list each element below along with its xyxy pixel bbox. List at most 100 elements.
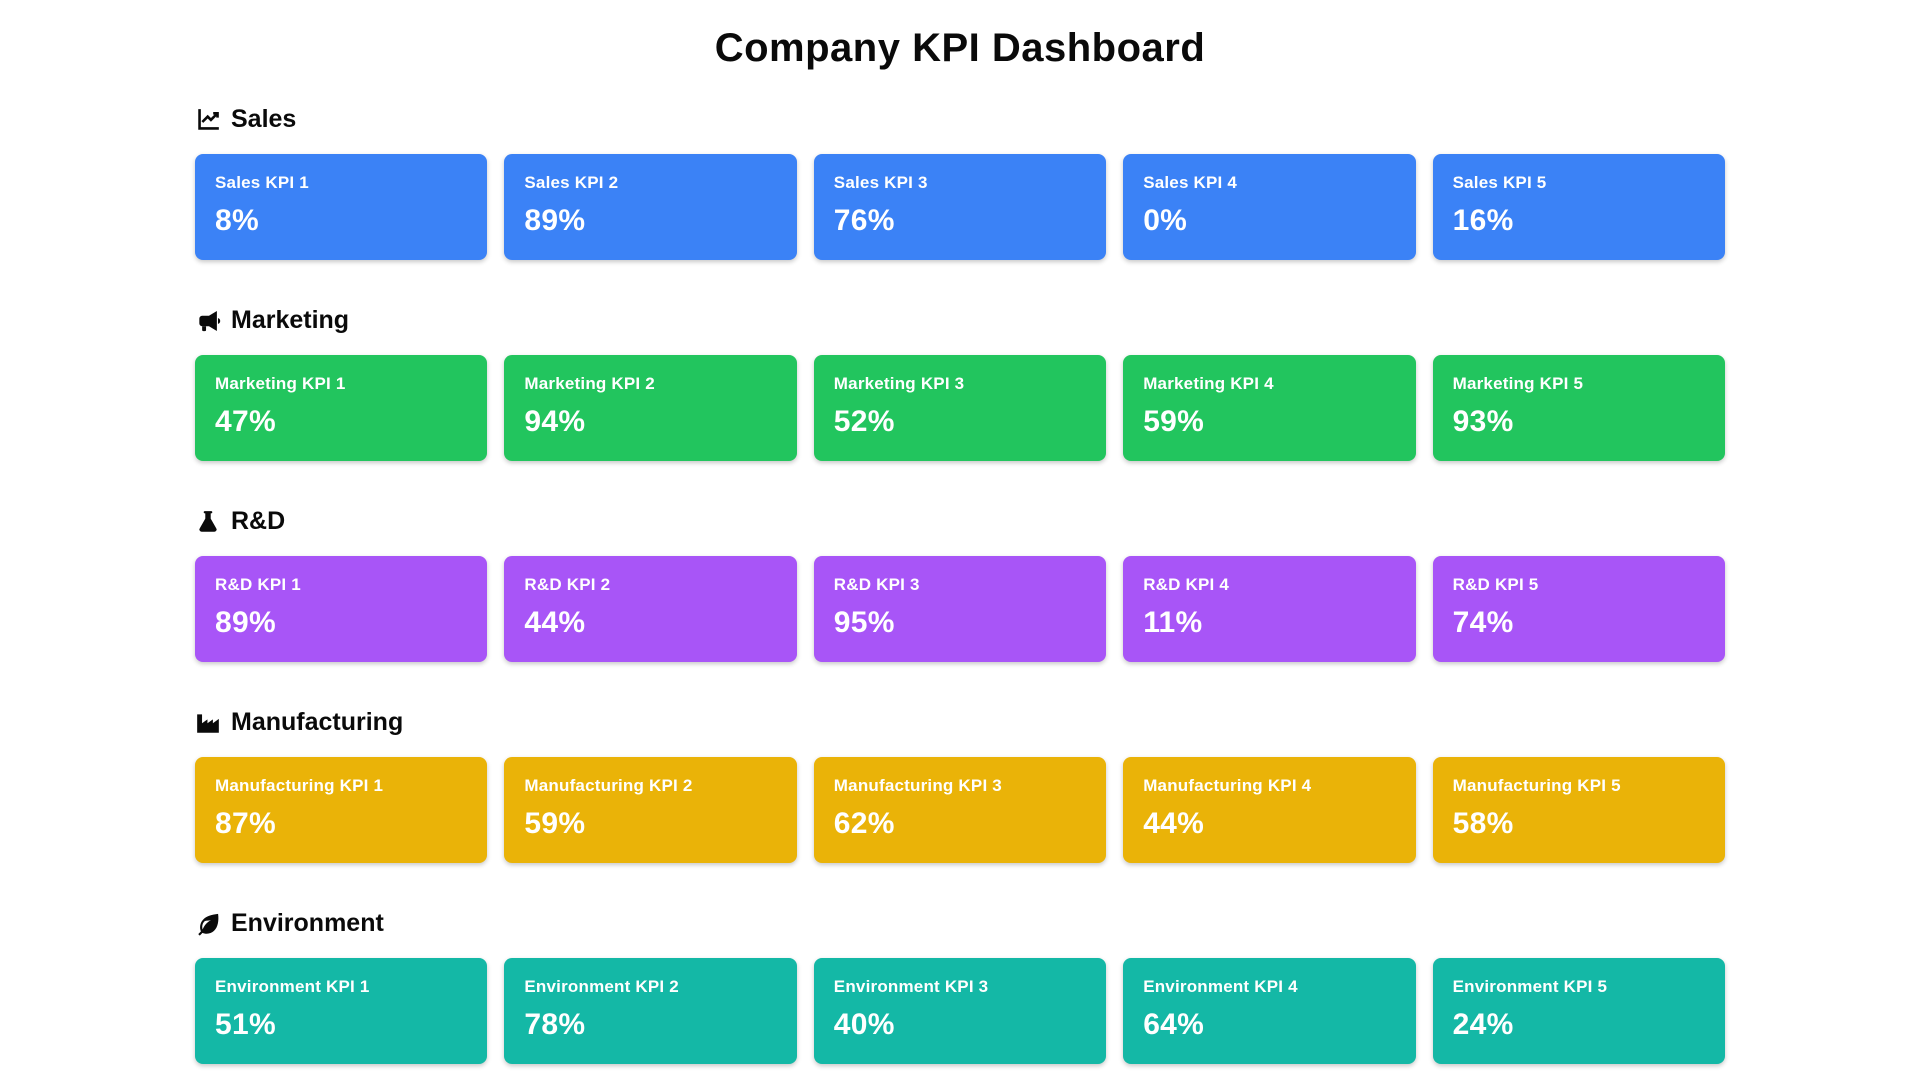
factory-icon — [195, 710, 221, 736]
kpi-card-label: Manufacturing KPI 3 — [833, 776, 1002, 795]
section-header: Manufacturing — [195, 708, 1725, 737]
kpi-card-label: Environment KPI 1 — [215, 977, 370, 996]
kpi-card-label: R&D KPI 4 — [1143, 575, 1230, 594]
megaphone-icon — [195, 308, 221, 334]
kpi-card-label: Environment KPI 2 — [524, 977, 679, 996]
kpi-card-value: 64% — [1143, 1008, 1205, 1041]
kpi-card: Manufacturing KPI 3 62% — [813, 757, 1107, 863]
kpi-card: R&D KPI 3 95% — [813, 556, 1107, 662]
kpi-card-value: 47% — [215, 405, 276, 438]
section-title: Environment — [231, 909, 384, 937]
kpi-card-value: 74% — [1452, 606, 1514, 639]
kpi-card-value: 87% — [215, 807, 276, 840]
kpi-card: Manufacturing KPI 2 59% — [504, 757, 797, 863]
kpi-grid: Manufacturing KPI 1 87% Manufacturing KP… — [195, 757, 1725, 863]
kpi-card: Marketing KPI 3 52% — [813, 355, 1107, 461]
page-title: Company KPI Dashboard — [714, 26, 1206, 70]
kpi-card-label: R&D KPI 2 — [524, 575, 611, 594]
kpi-card-label: Sales KPI 2 — [524, 173, 619, 192]
kpi-card: Environment KPI 5 24% — [1432, 958, 1725, 1064]
kpi-card-label: R&D KPI 3 — [833, 575, 920, 594]
kpi-card-value: 40% — [833, 1008, 895, 1041]
kpi-card: Sales KPI 2 89% — [504, 154, 797, 260]
kpi-card-label: Manufacturing KPI 2 — [524, 776, 693, 795]
kpi-card-value: 51% — [215, 1008, 276, 1041]
flask-icon — [195, 509, 221, 535]
kpi-card-value: 95% — [833, 606, 895, 639]
section-title: Marketing — [231, 306, 350, 334]
kpi-card-label: Manufacturing KPI 5 — [1452, 776, 1621, 795]
kpi-card: R&D KPI 5 74% — [1432, 556, 1725, 662]
kpi-card-value: 0% — [1143, 204, 1188, 237]
kpi-card-value: 59% — [1143, 405, 1205, 438]
kpi-grid: Sales KPI 1 8% Sales KPI 2 89% Sales KPI… — [195, 154, 1725, 260]
kpi-card: Environment KPI 2 78% — [504, 958, 797, 1064]
kpi-card-value: 59% — [524, 807, 586, 840]
section-header: R&D — [195, 507, 1725, 536]
kpi-card-value: 76% — [833, 204, 895, 237]
kpi-card-label: Sales KPI 4 — [1143, 173, 1238, 192]
kpi-card-value: 44% — [524, 606, 586, 639]
kpi-card-value: 94% — [524, 405, 586, 438]
kpi-card-value: 89% — [524, 204, 586, 237]
kpi-card-label: Sales KPI 5 — [1452, 173, 1547, 192]
kpi-card: Manufacturing KPI 5 58% — [1432, 757, 1725, 863]
kpi-card: Manufacturing KPI 4 44% — [1123, 757, 1416, 863]
kpi-card: R&D KPI 2 44% — [504, 556, 797, 662]
sections-list: Sales Sales KPI 1 8% Sales KPI 2 89% Sal… — [195, 105, 1725, 1064]
kpi-card-label: Sales KPI 3 — [833, 173, 928, 192]
leaf-icon — [195, 911, 221, 937]
kpi-card-label: Manufacturing KPI 1 — [215, 776, 384, 795]
kpi-section: Manufacturing Manufacturing KPI 1 87% Ma… — [195, 708, 1725, 863]
kpi-card-value: 16% — [1452, 204, 1514, 237]
kpi-grid: Marketing KPI 1 47% Marketing KPI 2 94% … — [195, 355, 1725, 461]
kpi-card-label: R&D KPI 1 — [215, 575, 301, 594]
kpi-card: Marketing KPI 4 59% — [1123, 355, 1416, 461]
kpi-section: Marketing Marketing KPI 1 47% Marketing … — [195, 306, 1725, 461]
kpi-card: Sales KPI 3 76% — [813, 154, 1107, 260]
kpi-card-label: Marketing KPI 1 — [215, 374, 346, 393]
section-title: Manufacturing — [231, 708, 404, 736]
kpi-card-value: 8% — [215, 204, 259, 237]
kpi-card-label: Marketing KPI 4 — [1143, 374, 1274, 393]
kpi-card-label: Sales KPI 1 — [215, 173, 309, 192]
kpi-card-label: Environment KPI 3 — [833, 977, 989, 996]
kpi-card-value: 93% — [1452, 405, 1514, 438]
kpi-card-label: Manufacturing KPI 4 — [1143, 776, 1312, 795]
kpi-card: R&D KPI 4 11% — [1123, 556, 1416, 662]
kpi-grid: Environment KPI 1 51% Environment KPI 2 … — [195, 958, 1725, 1064]
kpi-card: Sales KPI 5 16% — [1432, 154, 1725, 260]
kpi-card-value: 89% — [215, 606, 276, 639]
kpi-card: Environment KPI 4 64% — [1123, 958, 1416, 1064]
kpi-card-value: 24% — [1452, 1008, 1514, 1041]
kpi-card: Marketing KPI 5 93% — [1432, 355, 1725, 461]
kpi-card: Marketing KPI 1 47% — [195, 355, 488, 461]
kpi-card-label: Marketing KPI 3 — [833, 374, 965, 393]
kpi-card: R&D KPI 1 89% — [195, 556, 488, 662]
kpi-card-label: R&D KPI 5 — [1452, 575, 1539, 594]
kpi-section: R&D R&D KPI 1 89% R&D KPI 2 44% R&D KPI … — [195, 507, 1725, 662]
kpi-card: Sales KPI 4 0% — [1123, 154, 1416, 260]
kpi-section: Sales Sales KPI 1 8% Sales KPI 2 89% Sal… — [195, 105, 1725, 260]
section-title: Sales — [231, 105, 297, 133]
section-title: R&D — [231, 507, 286, 535]
kpi-card-value: 11% — [1143, 606, 1203, 639]
section-header: Marketing — [195, 306, 1725, 335]
kpi-section: Environment Environment KPI 1 51% Enviro… — [195, 909, 1725, 1064]
kpi-card: Environment KPI 1 51% — [195, 958, 488, 1064]
kpi-dashboard: Company KPI Dashboard Sales Sales KPI 1 … — [179, 0, 1741, 1084]
kpi-card-value: 78% — [524, 1008, 586, 1041]
kpi-grid: R&D KPI 1 89% R&D KPI 2 44% R&D KPI 3 95… — [195, 556, 1725, 662]
section-header: Sales — [195, 105, 1725, 134]
kpi-card-value: 58% — [1452, 807, 1514, 840]
kpi-card-label: Environment KPI 5 — [1452, 977, 1608, 996]
kpi-card: Marketing KPI 2 94% — [504, 355, 797, 461]
kpi-card-label: Environment KPI 4 — [1143, 977, 1298, 996]
kpi-card-value: 62% — [833, 807, 895, 840]
kpi-card-value: 52% — [833, 405, 895, 438]
kpi-card: Sales KPI 1 8% — [195, 154, 488, 260]
kpi-card-label: Marketing KPI 5 — [1452, 374, 1584, 393]
kpi-card: Manufacturing KPI 1 87% — [195, 757, 488, 863]
section-header: Environment — [195, 909, 1725, 938]
chart-line-icon — [195, 107, 221, 133]
